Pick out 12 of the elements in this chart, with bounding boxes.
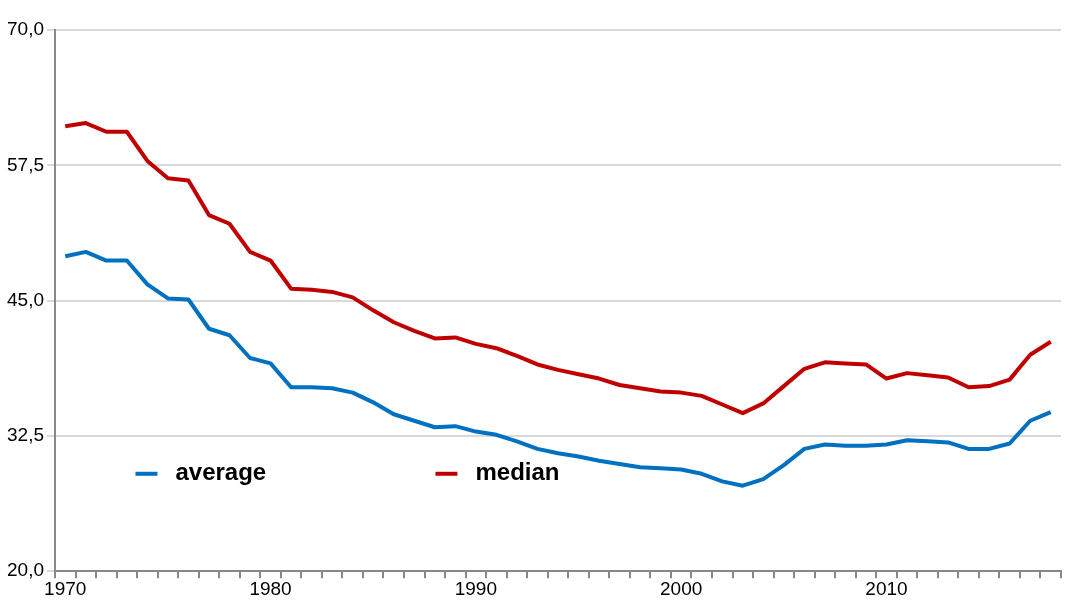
x-tick-label: 2010 [865, 577, 908, 599]
y-tick-label: 32,5 [7, 424, 44, 446]
y-tick-label: 45,0 [7, 288, 44, 310]
x-tick-label: 1990 [454, 577, 498, 599]
y-tick-label: 70,0 [7, 18, 44, 40]
legend-label: median [475, 458, 560, 486]
y-tick-label: 57,5 [7, 153, 44, 175]
legend-label: average [175, 458, 267, 486]
x-tick-label: 1980 [249, 577, 292, 599]
y-tick-label: 20,0 [7, 559, 44, 581]
x-tick-label: 1970 [44, 577, 87, 599]
x-tick-label: 2000 [660, 577, 703, 599]
